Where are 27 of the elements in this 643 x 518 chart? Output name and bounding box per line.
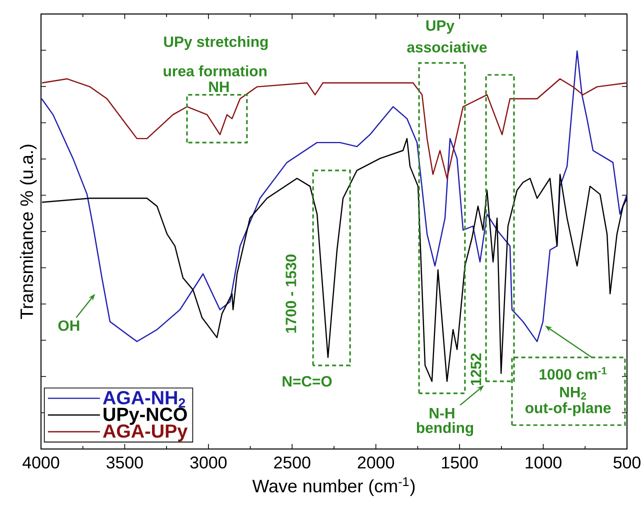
annotation: bending xyxy=(416,422,474,436)
annotation: NH xyxy=(209,82,229,92)
annotation: 1700 - 1530 xyxy=(286,254,296,333)
x-tick-label: 3500 xyxy=(106,456,143,469)
x-tick-label: 4000 xyxy=(22,456,60,469)
annotation: NH$_{2}$ xyxy=(560,386,586,400)
x-tick-label: 2000 xyxy=(358,456,394,469)
text: UPy stretching xyxy=(164,36,268,50)
text: UPy xyxy=(426,20,454,34)
x-tick-label: 1500 xyxy=(442,456,478,469)
annotation: urea formation xyxy=(164,65,266,76)
annotation: OH xyxy=(58,320,80,331)
legend-label: AGA-UPy xyxy=(102,424,188,442)
x-tick-label: 500 xyxy=(614,456,640,469)
annotation: 1252 xyxy=(470,353,482,386)
x-tick-label: 1000 xyxy=(526,456,562,469)
x-axis-title: Wave number (cm$^{-1}$) xyxy=(252,477,415,496)
annotation: associative xyxy=(407,42,487,53)
x-tick-label: 2500 xyxy=(274,456,310,469)
annotation: 1000 cm$^{-1}$ xyxy=(540,367,607,380)
x-tick-label: 3000 xyxy=(190,456,227,469)
y-axis-title: Transmitance % (u.a.) xyxy=(20,144,37,319)
annotation: N=C=O xyxy=(282,376,332,387)
legend-label: AGA-NH$_{2}$ xyxy=(102,390,186,408)
annotation: out-of-plane xyxy=(525,402,611,416)
legend-label: UPy-NCO xyxy=(104,408,187,425)
annotation: N-H xyxy=(430,408,454,418)
